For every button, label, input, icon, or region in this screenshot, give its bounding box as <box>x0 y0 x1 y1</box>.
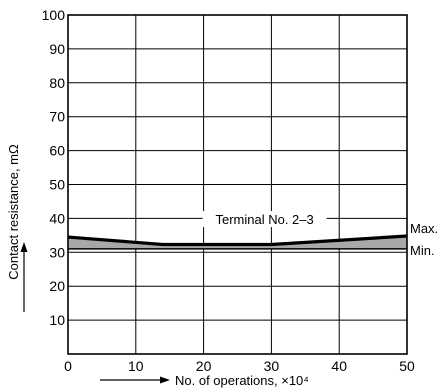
annotations: Terminal No. 2–3 Max. Min. <box>202 211 438 258</box>
y-tick-label-40: 40 <box>49 210 65 226</box>
y-axis-title-group: Contact resistance, mΩ <box>6 144 28 312</box>
y-tick-label-80: 80 <box>49 75 65 91</box>
resistance-band <box>68 236 407 249</box>
x-axis-arrow-head <box>160 376 170 384</box>
x-tick-label-30: 30 <box>264 358 280 374</box>
x-axis-title: No. of operations, ×10⁴ <box>175 373 309 388</box>
y-tick-label-70: 70 <box>49 109 65 125</box>
x-tick-label-50: 50 <box>399 358 415 374</box>
y-tick-label-10: 10 <box>49 312 65 328</box>
band-fill <box>68 236 407 249</box>
series-label-min: Min. <box>410 243 435 258</box>
y-tick-label-20: 20 <box>49 278 65 294</box>
y-axis-title: Contact resistance, mΩ <box>6 144 21 280</box>
y-tick-label-60: 60 <box>49 143 65 159</box>
y-tick-label-100: 100 <box>42 7 66 23</box>
x-axis-title-group: No. of operations, ×10⁴ <box>100 373 309 388</box>
plot-frame <box>67 14 408 355</box>
y-axis-arrow-head <box>20 242 28 252</box>
tick-labels: 10 20 30 40 50 60 70 80 90 100 0 10 20 30 40 50 <box>42 7 415 374</box>
y-tick-label-30: 30 <box>49 244 65 260</box>
series-line-max <box>67 234 408 247</box>
x-tick-label-10: 10 <box>128 358 144 374</box>
series-layer <box>67 234 408 250</box>
y-tick-label-50: 50 <box>49 177 65 193</box>
x-tick-label-0: 0 <box>64 358 72 374</box>
x-tick-label-40: 40 <box>331 358 347 374</box>
annotation-terminal-label: Terminal No. 2–3 <box>215 212 313 227</box>
x-tick-label-20: 20 <box>196 358 212 374</box>
annotation-background <box>202 211 327 228</box>
series-label-max: Max. <box>410 221 438 236</box>
y-tick-label-90: 90 <box>49 41 65 57</box>
grid <box>68 15 407 354</box>
